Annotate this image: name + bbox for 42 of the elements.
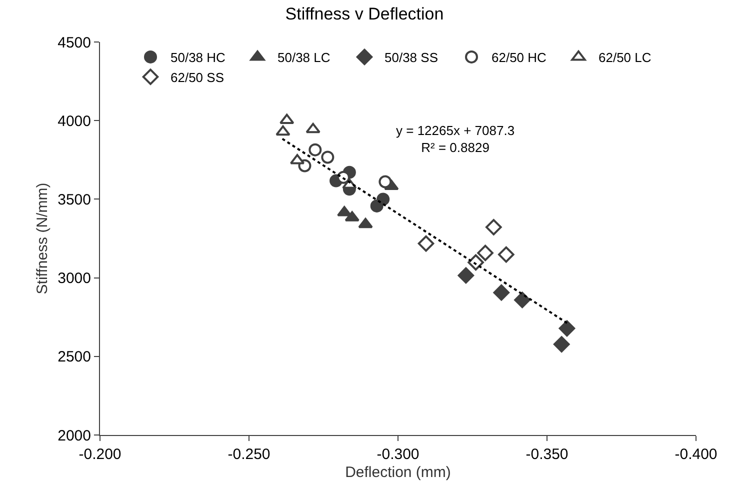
point [558,320,576,337]
point [276,125,290,136]
x-tick-label: -0.250 [228,446,270,463]
point [514,292,530,308]
annotation: R² = 0.8829 [421,140,490,155]
x-tick-label: -0.200 [78,446,122,463]
point [468,254,484,271]
point [458,267,474,284]
legend-label: 50/38 SS [384,50,438,66]
point [418,235,434,252]
point [280,114,294,124]
point [370,199,384,212]
point [477,244,494,262]
x-tick-label: -0.300 [376,446,420,463]
chart-title: Stiffness v Deflection [285,4,444,24]
point [493,284,510,301]
x-tick-label: -0.400 [674,446,718,463]
y-axis-title: Stiffness (N/mm) [34,182,51,294]
point [358,218,373,228]
point [308,143,322,156]
legend-label: 62/50 SS [170,70,224,85]
x-tick-label: -0.350 [526,446,568,463]
point [321,150,334,164]
legend-label: 62/50 LC [598,50,652,66]
point [344,211,360,222]
point [378,175,392,188]
point [498,246,514,263]
x-axis-title: Deflection (mm) [345,464,451,481]
point [553,336,570,352]
annotation: y = 12265x + 7087.3 [396,123,515,138]
point [337,206,352,216]
y-tick-label: 4000 [58,112,91,130]
y-tick-label: 4500 [58,34,91,52]
legend-label: 50/38 HC [170,50,226,66]
point [306,122,320,134]
y-tick-label: 2500 [58,348,91,366]
y-tick-label: 3000 [58,270,91,288]
legend-label: 62/50 HC [492,50,546,66]
legend-label: 50/38 LC [278,50,330,66]
y-tick-label: 3500 [58,191,91,208]
y-tick-label: 2000 [58,427,91,444]
point [486,219,502,236]
